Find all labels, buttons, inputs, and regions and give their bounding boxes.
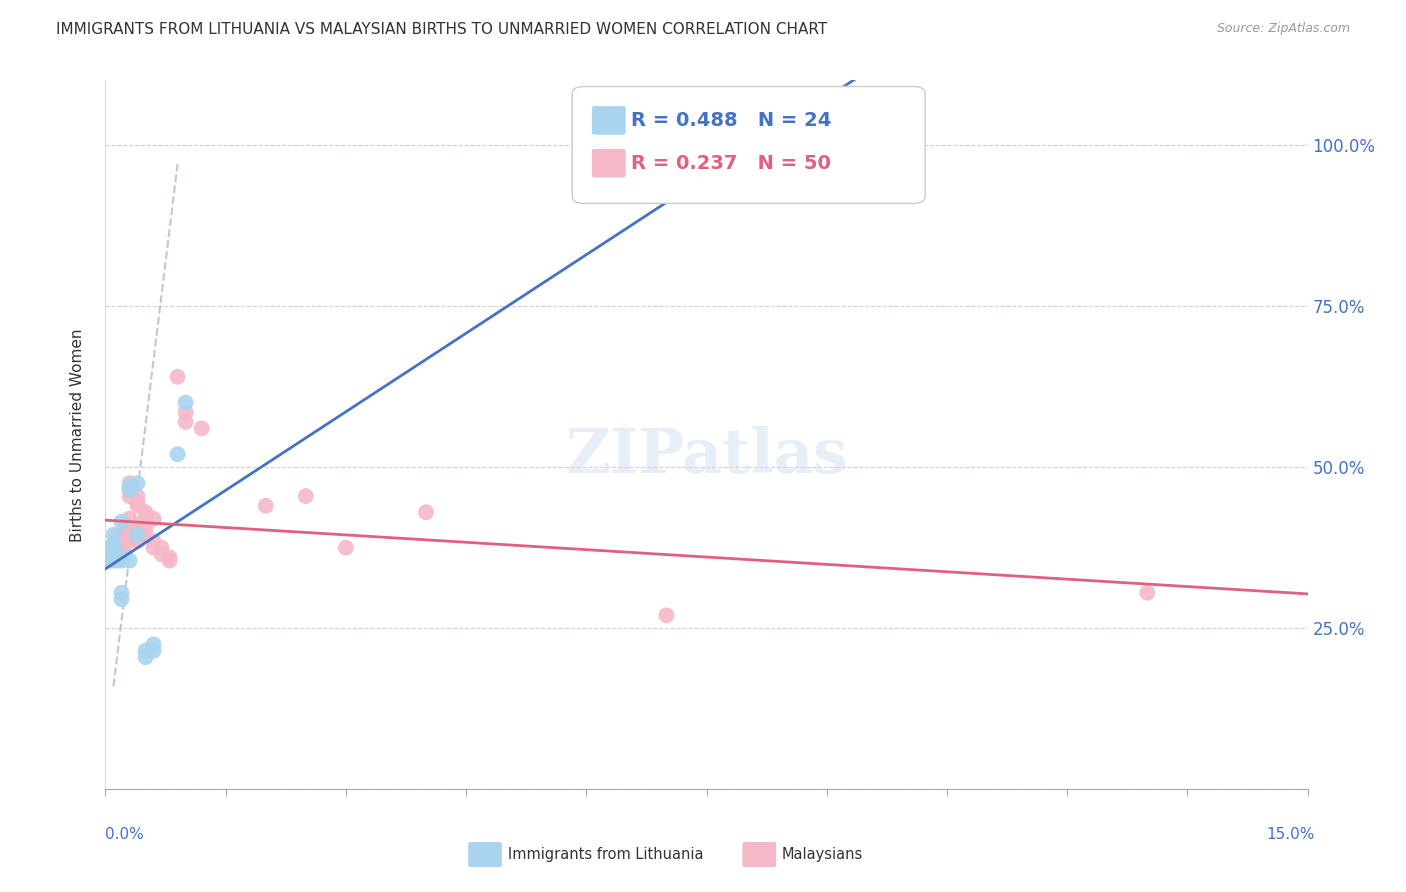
Point — [107, 537, 129, 551]
Point — [103, 553, 125, 567]
Point — [142, 637, 165, 651]
Point — [110, 528, 132, 542]
Point — [254, 499, 277, 513]
Point — [118, 528, 141, 542]
Point — [1136, 586, 1159, 600]
Point — [655, 608, 678, 623]
Point — [110, 541, 132, 555]
Text: 15.0%: 15.0% — [1267, 827, 1315, 841]
Point — [110, 553, 132, 567]
Text: ZIPatlas: ZIPatlas — [565, 426, 848, 486]
Point — [142, 644, 165, 658]
Point — [118, 489, 141, 503]
Point — [174, 415, 197, 429]
Point — [118, 534, 141, 549]
Text: Malaysians: Malaysians — [782, 847, 863, 862]
Point — [335, 541, 357, 555]
Point — [118, 553, 141, 567]
Point — [142, 541, 165, 555]
Point — [150, 547, 173, 561]
Point — [110, 586, 132, 600]
Point — [110, 515, 132, 529]
Text: R = 0.237   N = 50: R = 0.237 N = 50 — [631, 153, 831, 173]
Point — [103, 547, 125, 561]
Point — [103, 528, 125, 542]
Point — [295, 489, 318, 503]
Point — [135, 521, 157, 535]
Point — [107, 553, 129, 567]
Point — [135, 528, 157, 542]
Point — [107, 550, 129, 565]
Point — [150, 541, 173, 555]
Point — [127, 499, 149, 513]
Point — [107, 541, 129, 555]
Point — [127, 524, 149, 539]
Text: Source: ZipAtlas.com: Source: ZipAtlas.com — [1216, 22, 1350, 36]
Point — [118, 479, 141, 493]
Point — [110, 550, 132, 565]
Point — [174, 395, 197, 409]
Point — [110, 592, 132, 607]
Point — [127, 528, 149, 542]
Point — [118, 476, 141, 491]
Point — [118, 483, 141, 497]
Point — [118, 483, 141, 497]
Point — [159, 553, 181, 567]
Point — [159, 550, 181, 565]
Point — [118, 511, 141, 525]
Point — [98, 553, 121, 567]
Point — [110, 531, 132, 545]
Point — [110, 544, 132, 558]
Point — [98, 553, 121, 567]
Point — [103, 537, 125, 551]
Point — [135, 505, 157, 519]
Text: R = 0.488   N = 24: R = 0.488 N = 24 — [631, 111, 832, 130]
Point — [127, 518, 149, 533]
Point — [103, 541, 125, 555]
Point — [103, 541, 125, 555]
Point — [166, 447, 188, 461]
Point — [98, 544, 121, 558]
Point — [174, 405, 197, 419]
Point — [110, 550, 132, 565]
Point — [114, 524, 136, 539]
Point — [135, 515, 157, 529]
Point — [114, 518, 136, 533]
Y-axis label: Births to Unmarried Women: Births to Unmarried Women — [70, 328, 84, 541]
Text: 0.0%: 0.0% — [105, 827, 145, 841]
Point — [107, 531, 129, 545]
Point — [166, 369, 188, 384]
Point — [142, 534, 165, 549]
Text: Immigrants from Lithuania: Immigrants from Lithuania — [508, 847, 703, 862]
Text: IMMIGRANTS FROM LITHUANIA VS MALAYSIAN BIRTHS TO UNMARRIED WOMEN CORRELATION CHA: IMMIGRANTS FROM LITHUANIA VS MALAYSIAN B… — [56, 22, 828, 37]
Point — [190, 421, 212, 435]
Point — [135, 644, 157, 658]
Point — [142, 511, 165, 525]
Point — [135, 508, 157, 523]
Point — [127, 534, 149, 549]
Point — [127, 476, 149, 491]
Point — [127, 495, 149, 509]
Point — [135, 650, 157, 665]
Point — [127, 489, 149, 503]
Point — [415, 505, 437, 519]
Point — [98, 541, 121, 555]
Point — [103, 550, 125, 565]
Point — [103, 537, 125, 551]
